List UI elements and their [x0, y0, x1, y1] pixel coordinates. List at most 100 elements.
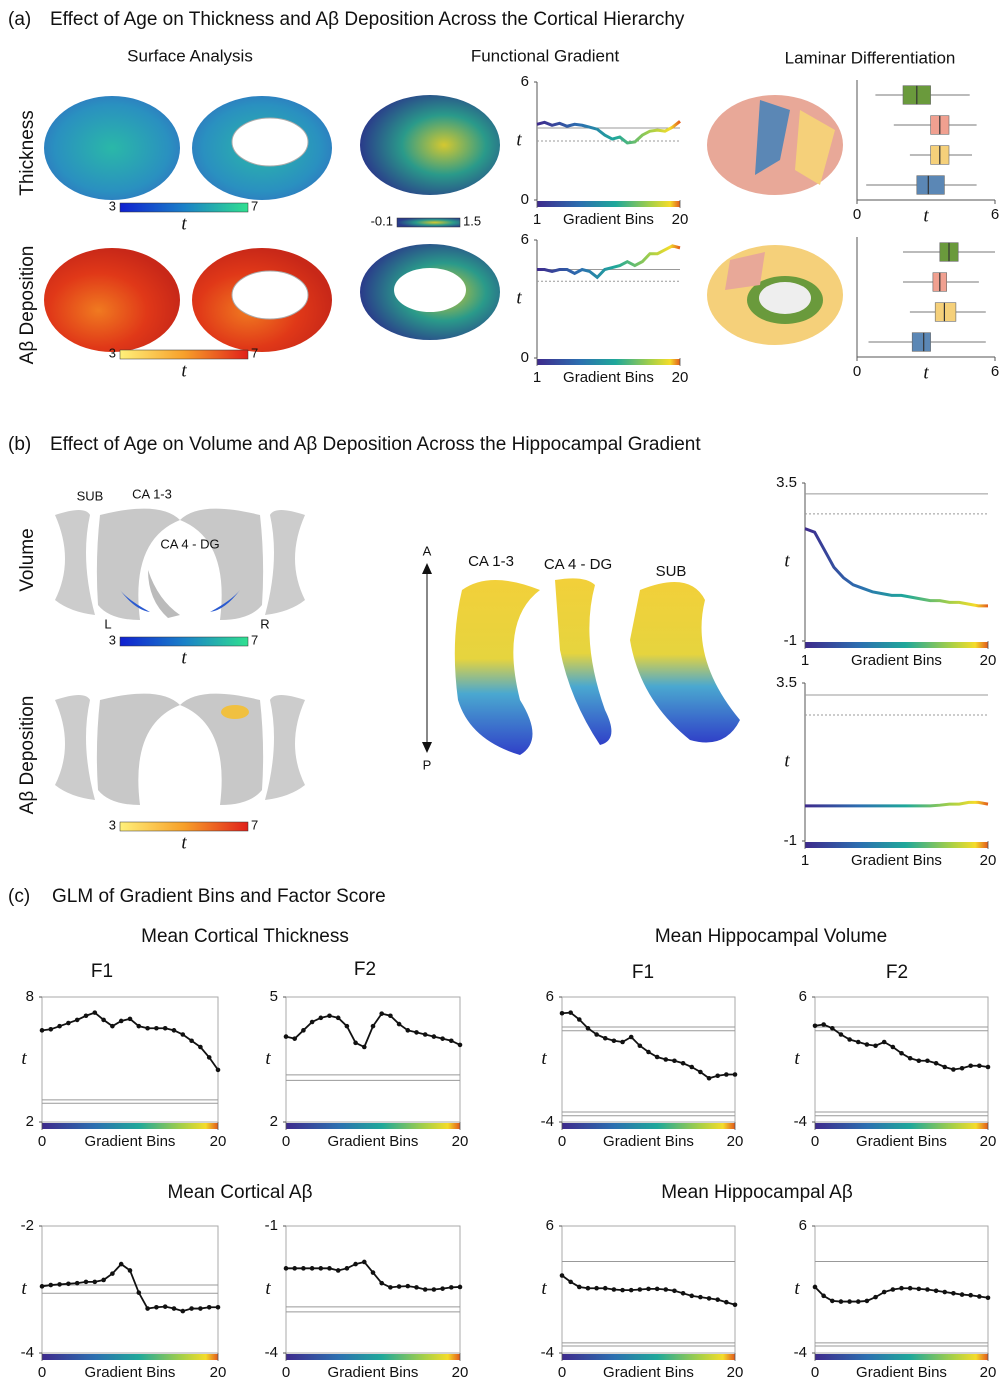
data-point: [92, 1279, 98, 1285]
laminar-region: [755, 100, 790, 175]
data-point: [396, 1021, 402, 1027]
y-axis-label: t: [784, 550, 790, 571]
data-point: [127, 1016, 133, 1022]
x-colorbar: [562, 1123, 735, 1129]
y-tick-label: 6: [521, 73, 529, 90]
x-axis-label: Gradient Bins: [85, 1133, 176, 1150]
data-point: [414, 1030, 419, 1035]
plot-frame: [814, 996, 989, 1123]
y-tick-label: -4: [794, 1113, 807, 1130]
plot-frame: [561, 996, 736, 1123]
x-colorbar: [805, 842, 988, 848]
data-point: [440, 1286, 445, 1291]
y-tick-label: -1: [265, 1217, 278, 1234]
x-tick-label: 0: [282, 1133, 290, 1150]
data-point: [663, 1057, 669, 1062]
y-axis-label: t: [21, 1048, 27, 1069]
data-point: [136, 1290, 142, 1295]
data-point: [292, 1266, 298, 1271]
hemisphere-label: R: [260, 616, 269, 631]
row-label: Volume: [17, 528, 38, 591]
x-axis-label: Gradient Bins: [563, 369, 654, 386]
data-point: [907, 1055, 913, 1061]
data-point: [916, 1058, 922, 1064]
factor-label: F1: [632, 962, 654, 983]
data-point: [335, 1268, 341, 1273]
colorbar-max: 7: [251, 817, 258, 832]
data-point: [145, 1306, 150, 1311]
ca13-render: [454, 580, 540, 755]
heading: Mean Cortical Aβ: [167, 1182, 312, 1203]
x-tick-label: 20: [672, 369, 689, 386]
data-point: [344, 1023, 350, 1029]
data-point: [977, 1294, 982, 1299]
data-point: [855, 1299, 861, 1304]
x-colorbar: [815, 1123, 988, 1129]
data-point: [602, 1285, 608, 1291]
data-point: [568, 1279, 573, 1285]
data-point: [309, 1266, 315, 1271]
data-point: [985, 1295, 991, 1301]
data-point: [57, 1023, 62, 1029]
y-tick-label: -4: [21, 1344, 34, 1361]
data-point: [577, 1284, 582, 1290]
dg-left: [148, 570, 180, 618]
colorbar-label: t: [181, 213, 187, 234]
data-point: [301, 1028, 306, 1033]
data-point: [942, 1289, 948, 1295]
data-point: [422, 1287, 428, 1292]
data-point: [646, 1049, 651, 1055]
column-heading: Surface Analysis: [127, 46, 253, 65]
x-tick-label: 20: [980, 1133, 997, 1150]
x-colorbar: [286, 1354, 460, 1360]
data-point: [301, 1266, 306, 1271]
data-point: [968, 1063, 973, 1069]
data-point: [628, 1287, 634, 1293]
data-point: [732, 1072, 738, 1077]
data-point: [206, 1304, 212, 1310]
data-point: [215, 1067, 221, 1073]
data-point: [933, 1060, 939, 1066]
column-heading: Functional Gradient: [471, 46, 620, 65]
data-point: [873, 1043, 878, 1049]
colorbar: [119, 636, 249, 647]
data-point: [457, 1284, 463, 1290]
y-axis-label: t: [265, 1278, 271, 1299]
data-point: [916, 1286, 922, 1292]
data-point: [83, 1013, 89, 1019]
data-point: [847, 1037, 852, 1042]
data-point: [812, 1284, 818, 1290]
data-point: [864, 1298, 870, 1304]
sub-right: [265, 510, 305, 615]
data-point: [171, 1306, 177, 1311]
x-axis-label: Gradient Bins: [563, 211, 654, 228]
data-point: [48, 1026, 54, 1032]
data-point: [353, 1040, 358, 1046]
panel-label: (a): [8, 9, 31, 30]
data-line: [804, 527, 988, 608]
data-point: [951, 1067, 956, 1072]
data-point: [602, 1035, 608, 1041]
sub-left: [55, 510, 95, 615]
panel-title: GLM of Gradient Bins and Factor Score: [52, 886, 386, 907]
y-tick-label: -4: [265, 1344, 278, 1361]
y-tick-label: -2: [21, 1217, 34, 1234]
x-tick-label: 20: [452, 1133, 469, 1150]
data-point: [449, 1038, 454, 1044]
ca-left-ab: [96, 693, 180, 805]
brain-medial-ab-hole: [231, 270, 309, 320]
brain-medial-hole: [231, 117, 309, 167]
data-point: [101, 1017, 106, 1023]
data-point: [812, 1023, 818, 1029]
data-point: [162, 1025, 168, 1031]
data-point: [180, 1032, 186, 1037]
data-point: [309, 1019, 315, 1025]
colorbar-max: 7: [251, 632, 258, 647]
x-tick-label: 20: [980, 852, 997, 869]
brain-gradient-hole: [394, 268, 466, 312]
data-point: [405, 1283, 411, 1289]
data-point: [925, 1287, 930, 1292]
data-point: [838, 1032, 844, 1037]
heading: Mean Cortical Thickness: [141, 926, 349, 947]
